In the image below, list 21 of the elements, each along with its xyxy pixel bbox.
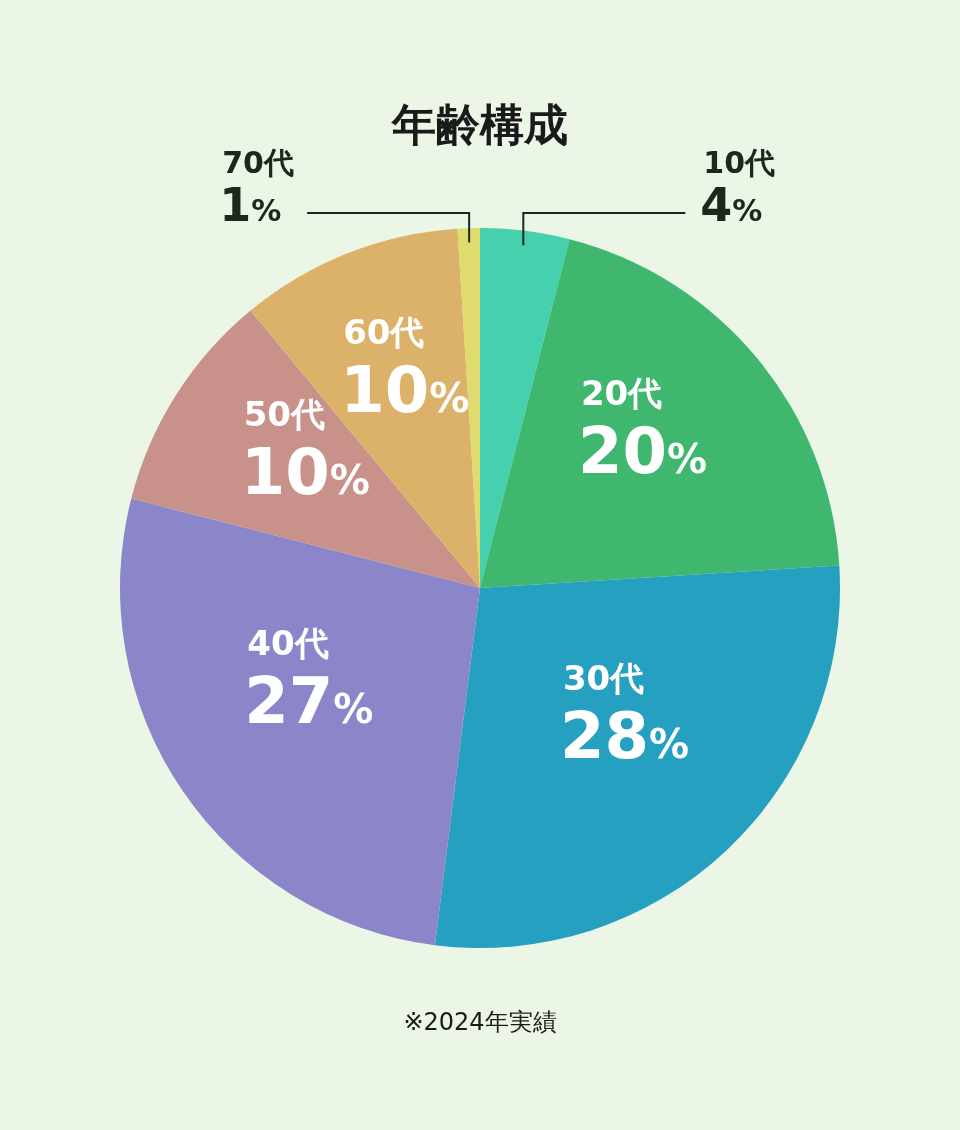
chart-title: 年齢構成 [391,99,568,150]
pie-slice [480,228,570,588]
pie-slice [434,565,840,948]
data-label: 4% [700,178,763,232]
slice-label: 50代 [243,394,326,435]
data-label: 20% [577,413,708,488]
slice-label: 10代 [703,145,776,180]
slice-label: 30代 [562,658,645,699]
data-label: 10% [340,352,470,427]
data-label: 10% [240,435,370,510]
text: ※2024年実績 [403,1008,557,1036]
slice-label: 70代 [222,145,294,180]
pie-slice [131,310,480,588]
data-label: 27% [244,664,374,739]
slice-label: 60代 [343,311,425,352]
pie-slice [480,239,840,588]
pie-slice [120,498,480,946]
slice-label: 40代 [247,623,329,664]
data-label: 28% [559,699,690,774]
data-label: 1% [219,178,282,232]
slice-label: 20代 [580,372,663,413]
